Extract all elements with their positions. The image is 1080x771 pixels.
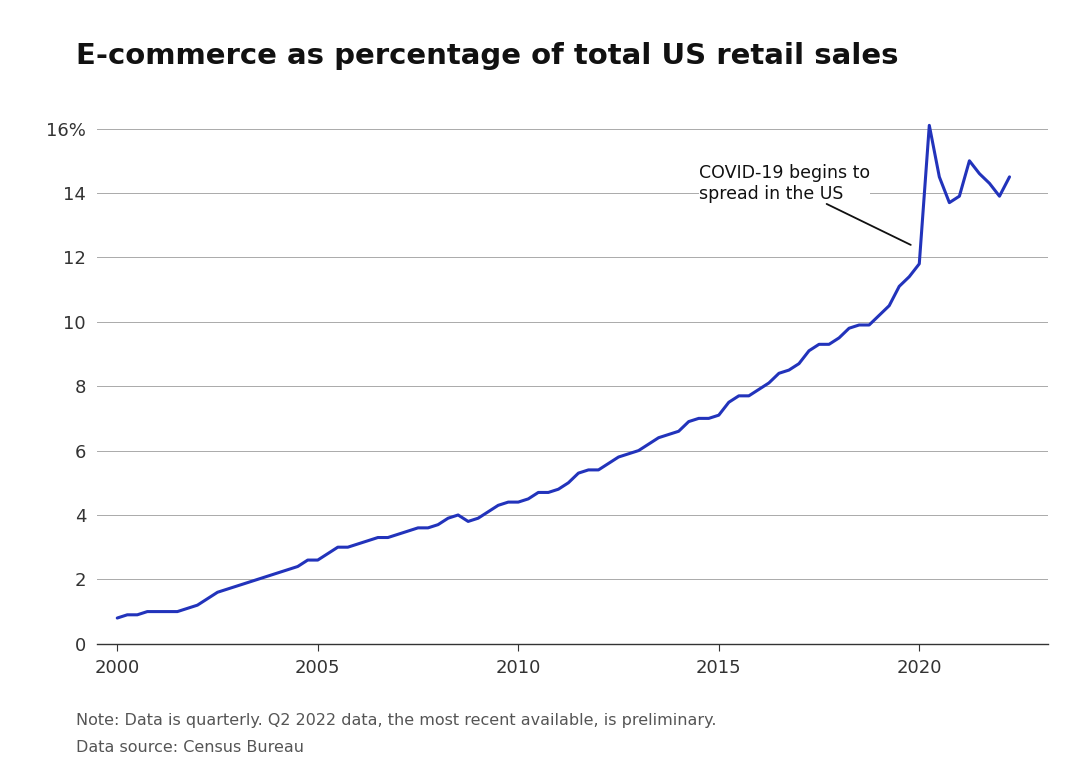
Text: Note: Data is quarterly. Q2 2022 data, the most recent available, is preliminary: Note: Data is quarterly. Q2 2022 data, t… [76,713,716,728]
Text: E-commerce as percentage of total US retail sales: E-commerce as percentage of total US ret… [76,42,899,70]
Text: Data source: Census Bureau: Data source: Census Bureau [76,740,303,755]
Text: COVID-19 begins to
spread in the US: COVID-19 begins to spread in the US [699,164,910,245]
